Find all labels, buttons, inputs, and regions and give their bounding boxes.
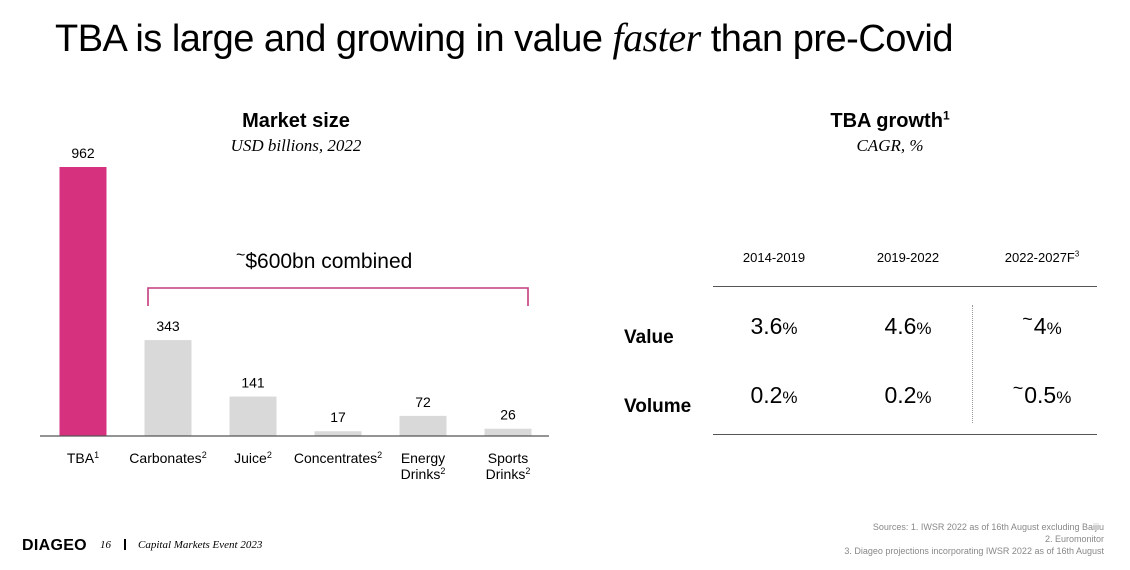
- combined-text: $600bn combined: [245, 250, 413, 273]
- market-size-chart: 962 343 141 17 72 26 TBA1 Carbonates2 Juice2 Conc…: [40, 145, 549, 482]
- bar-0: [59, 167, 107, 436]
- page-number: 16: [100, 539, 111, 551]
- category-label-4: Energy Drinks2: [401, 450, 446, 482]
- market-size-subtitle: USD billions, 2022: [230, 136, 362, 155]
- growth-cell-1-1: 0.2%: [884, 382, 932, 408]
- footer-divider: [124, 539, 126, 550]
- diageo-logo: DIAGEO: [22, 537, 87, 554]
- source-line-1: Sources: 1. IWSR 2022 as of 16th August …: [872, 522, 1104, 532]
- column-header-0: 2014-2019: [742, 250, 806, 265]
- category-label-5: Sports Drinks2: [486, 450, 531, 482]
- table-top-rule: [713, 286, 1097, 287]
- page-title: TBA is large and growing in value faster…: [55, 14, 953, 61]
- row-label-value: Value: [624, 327, 674, 348]
- column-header-1: 2019-2022: [876, 250, 940, 265]
- value-label-3: 17: [330, 409, 346, 425]
- source-line-3: 3. Diageo projections incorporating IWSR…: [844, 546, 1104, 556]
- category-label-1: Carbonates2: [129, 450, 206, 466]
- tba-growth-title: TBA growth1: [790, 108, 990, 133]
- event-name: Capital Markets Event 2023: [138, 539, 263, 551]
- tba-growth-subtitle: CAGR, %: [856, 136, 924, 155]
- category-label-3: Concentrates2: [294, 450, 382, 466]
- combined-annotation: ~$600bn combined: [236, 247, 413, 274]
- value-label-0: 962: [71, 145, 95, 161]
- category-label-2: Juice2: [234, 450, 272, 466]
- value-label-5: 26: [500, 407, 516, 423]
- combined-tilde: ~: [236, 247, 246, 264]
- market-size-title: Market size: [242, 110, 350, 132]
- bar-2: [229, 396, 277, 436]
- column-header-2: 2022-2027F3: [1004, 249, 1080, 265]
- forecast-divider: [972, 305, 973, 423]
- source-line-2: 2. Euromonitor: [1044, 534, 1104, 544]
- bar-4: [399, 415, 447, 436]
- title-emphasis: faster: [612, 15, 702, 60]
- row-label-volume: Volume: [624, 396, 692, 417]
- tba-growth-title-text: TBA growth: [830, 110, 943, 132]
- bar-1: [144, 340, 192, 436]
- growth-cell-0-0: 3.6%: [750, 313, 798, 339]
- title-text-before: TBA is large and growing in value: [55, 18, 613, 60]
- table-bottom-rule: [713, 434, 1097, 435]
- bar-3: [314, 431, 362, 436]
- tba-growth-title-sup: 1: [942, 108, 950, 123]
- value-label-2: 141: [241, 375, 265, 391]
- combined-bracket: [147, 287, 529, 306]
- growth-cell-1-2: ~0.5%: [1012, 378, 1072, 408]
- title-text-after: than pre-Covid: [700, 18, 954, 60]
- growth-cell-0-1: 4.6%: [884, 313, 932, 339]
- category-label-0: TBA1: [67, 450, 99, 466]
- growth-cell-1-0: 0.2%: [750, 382, 798, 408]
- sources-note: Sources: 1. IWSR 2022 as of 16th August …: [844, 521, 1104, 557]
- value-label-1: 343: [156, 318, 180, 334]
- value-label-4: 72: [415, 394, 431, 410]
- bar-5: [484, 428, 532, 436]
- growth-cell-0-2: ~4%: [1022, 309, 1062, 339]
